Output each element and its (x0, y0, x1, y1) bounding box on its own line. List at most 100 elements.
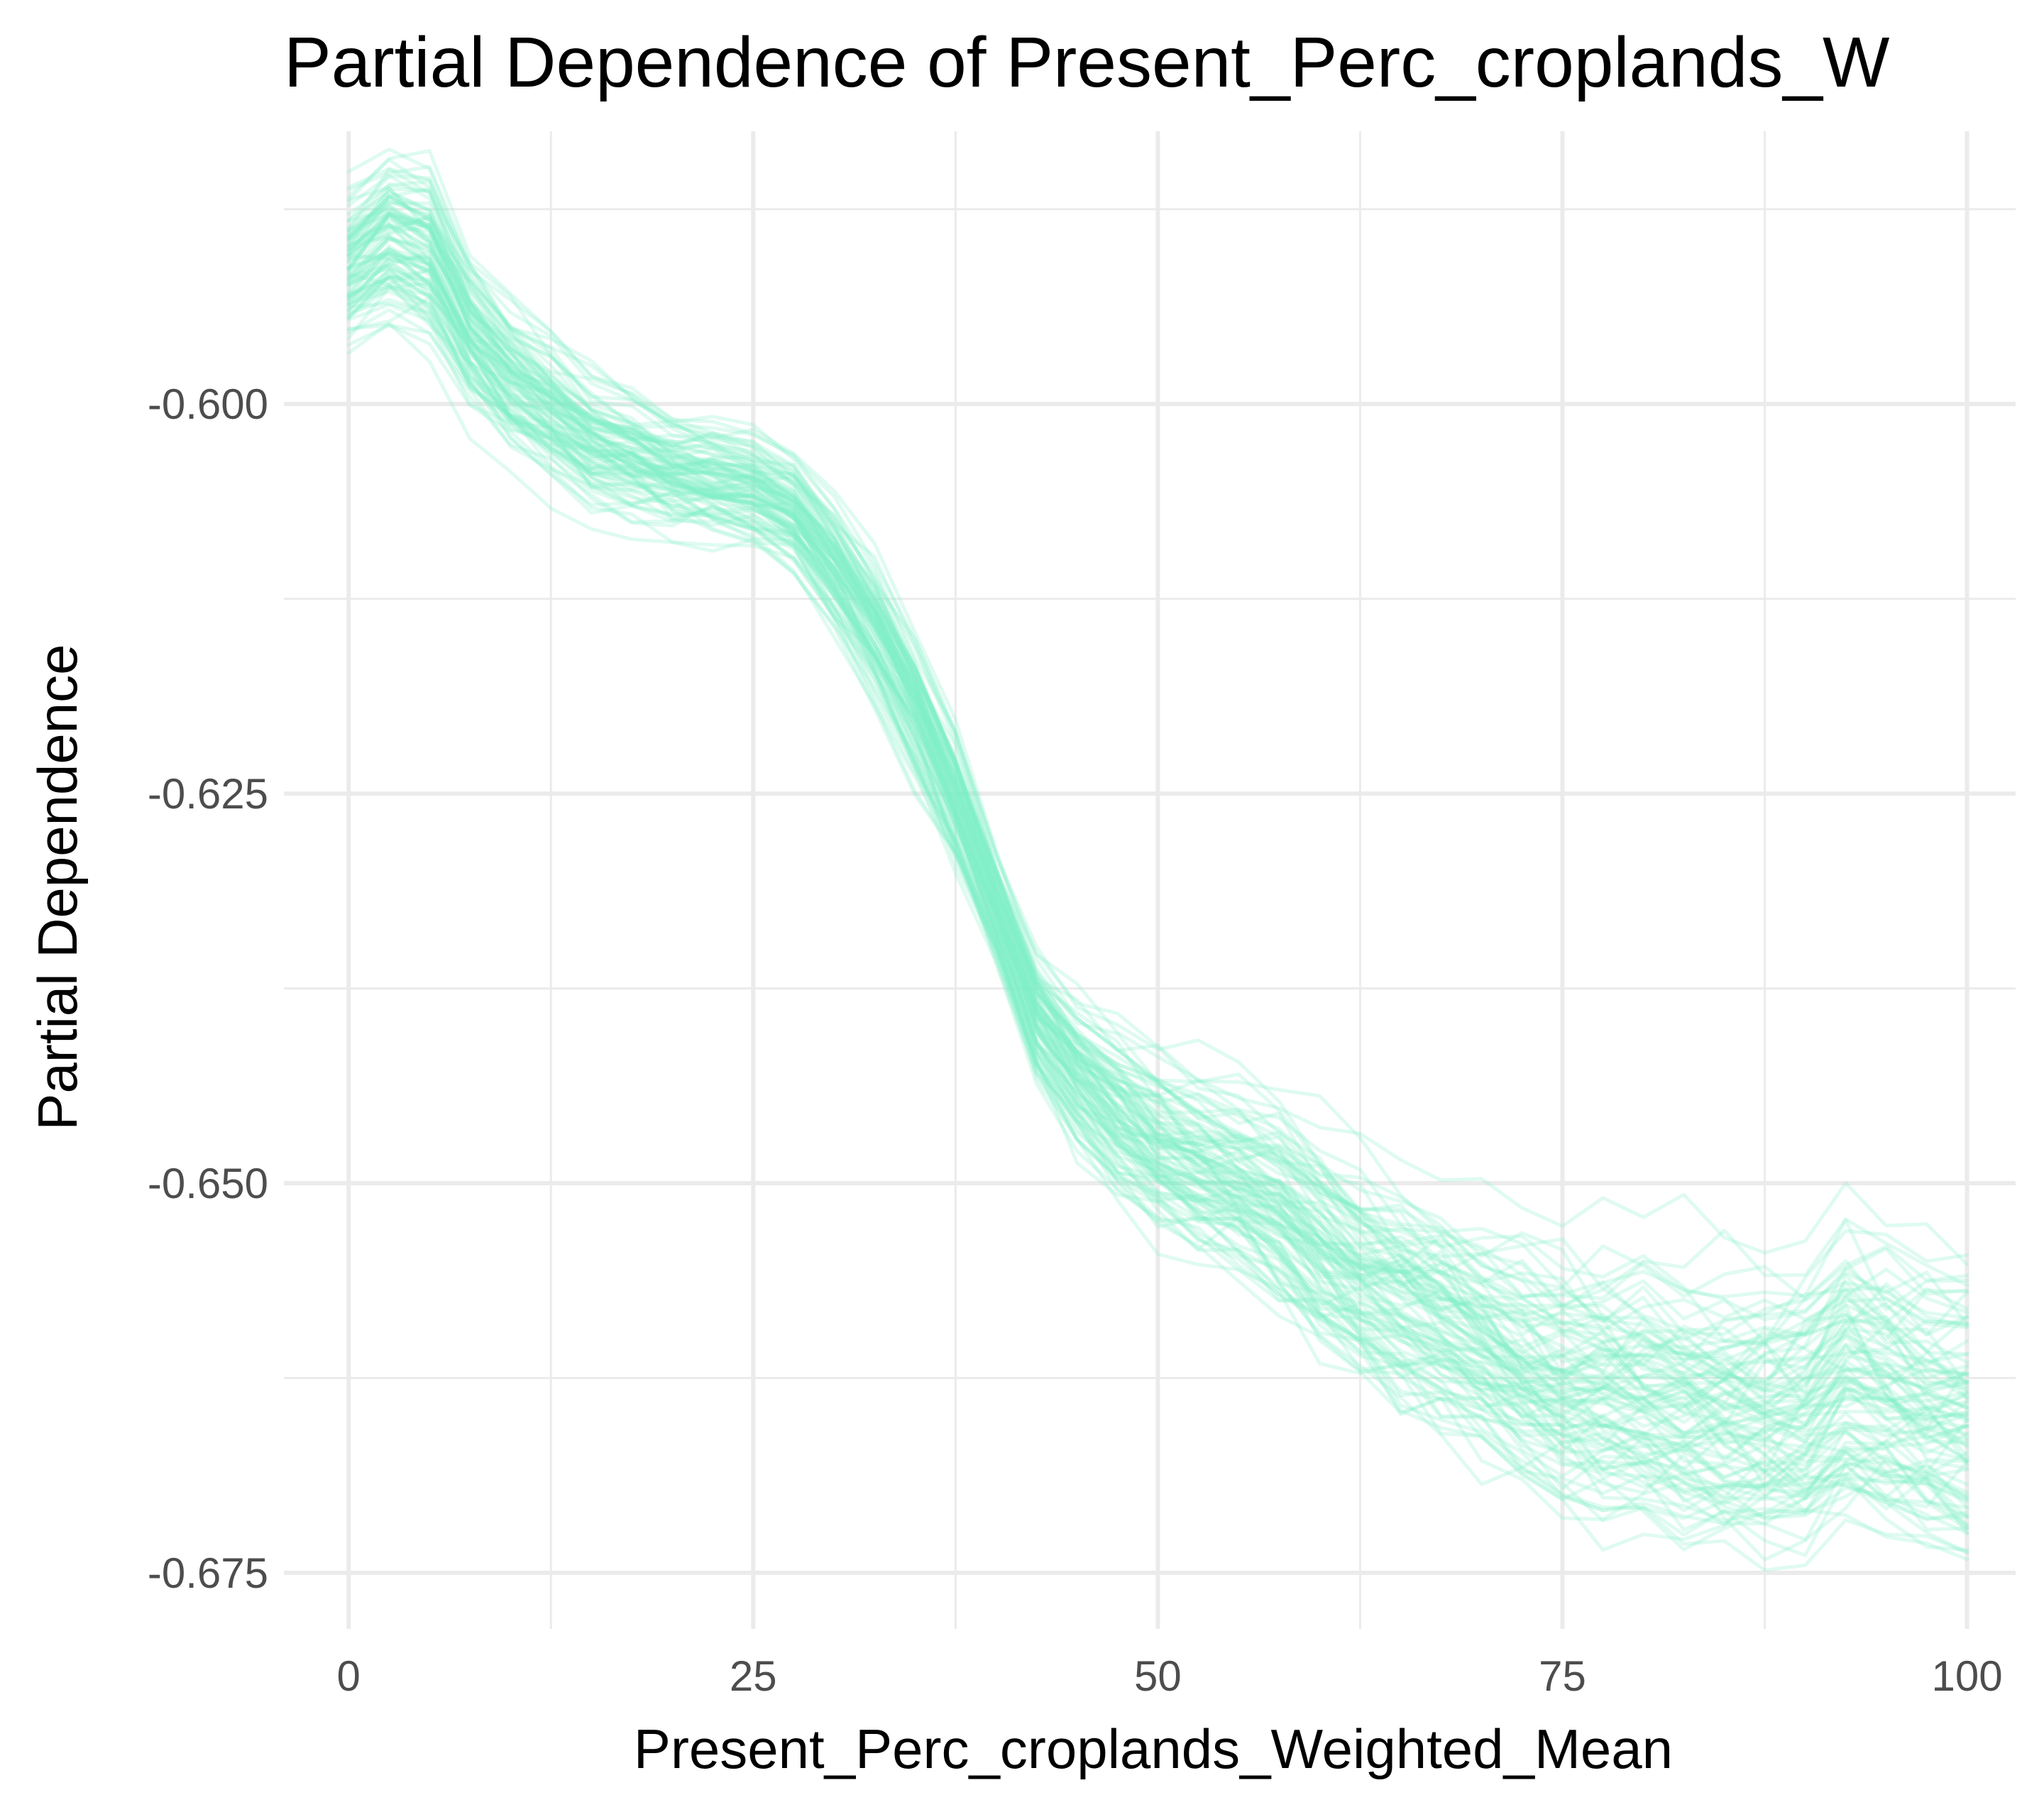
ice-curve (346, 254, 1969, 1494)
chart-title: Partial Dependence of Present_Perc_cropl… (284, 23, 1890, 102)
ice-curve (346, 302, 1969, 1531)
ice-curve (346, 323, 1969, 1542)
ice-curve (346, 187, 1969, 1364)
ice-curve (346, 158, 1969, 1307)
ice-curve (346, 222, 1969, 1376)
ice-curve (346, 274, 1969, 1510)
ice-curve (346, 194, 1969, 1364)
ice-curve (346, 251, 1969, 1471)
ice-curve (346, 284, 1969, 1527)
ice-curve (346, 204, 1969, 1383)
ice-curve (346, 212, 1969, 1422)
ice-curve (346, 203, 1969, 1393)
ice-curve (346, 274, 1969, 1535)
ice-curve (346, 212, 1969, 1472)
ice-curve (346, 194, 1969, 1475)
ice-curve (346, 267, 1969, 1456)
ice-curve (346, 210, 1969, 1463)
ice-curve (346, 268, 1969, 1480)
ice-curve (346, 257, 1969, 1463)
ice-curve (346, 290, 1969, 1537)
ice-curve (346, 308, 1969, 1552)
ice-curve (346, 236, 1969, 1462)
ice-curve (346, 272, 1969, 1478)
ice-curve (346, 295, 1969, 1518)
ice-curve (346, 223, 1969, 1412)
ice-curve (346, 275, 1969, 1519)
ice-curve (346, 215, 1969, 1336)
plot-grid (284, 131, 2016, 1629)
ice-curve (346, 262, 1969, 1488)
ice-curve (346, 247, 1969, 1487)
ice-curve (346, 219, 1969, 1424)
ice-curve (346, 275, 1969, 1502)
ice-curve (346, 208, 1969, 1432)
ice-curve (346, 223, 1969, 1446)
ice-curve (346, 268, 1969, 1506)
ice-curve (346, 253, 1969, 1436)
ice-curve (346, 194, 1969, 1440)
ice-curve (346, 167, 1969, 1343)
ice-curve (346, 285, 1969, 1495)
ice-curve (346, 237, 1969, 1405)
ice-curve (346, 246, 1969, 1433)
ice-curve (346, 174, 1969, 1342)
y-axis-tick-labels: -0.600 -0.625 -0.650 -0.675 (148, 380, 268, 1597)
x-tick-label: 25 (730, 1652, 777, 1700)
ice-curve (346, 251, 1969, 1509)
y-axis-label: Partial Dependence (26, 644, 89, 1130)
ice-curve (346, 214, 1969, 1410)
ice-curve (346, 250, 1969, 1441)
ice-curve (346, 237, 1969, 1408)
ice-curve (346, 190, 1969, 1394)
x-tick-label: 100 (1932, 1652, 2003, 1700)
ice-curve (346, 265, 1969, 1496)
y-tick-label: -0.625 (148, 770, 268, 818)
ice-curve (346, 236, 1969, 1428)
ice-curve (346, 263, 1969, 1447)
x-tick-label: 75 (1539, 1652, 1586, 1700)
ice-curve (346, 255, 1969, 1504)
ice-curve (346, 182, 1969, 1388)
x-axis-label: Present_Perc_croplands_Weighted_Mean (634, 1718, 1673, 1780)
ice-curve (346, 187, 1969, 1367)
ice-curve (346, 253, 1969, 1410)
ice-curve (346, 185, 1969, 1363)
ice-curve (346, 201, 1969, 1391)
ice-curve (346, 167, 1969, 1391)
ice-curve (346, 214, 1969, 1464)
ice-curve (346, 282, 1969, 1530)
x-tick-label: 50 (1134, 1652, 1182, 1700)
y-tick-label: -0.650 (148, 1160, 268, 1207)
ice-curve (346, 212, 1969, 1430)
ice-curve (346, 226, 1969, 1435)
x-tick-label: 0 (337, 1652, 361, 1700)
ice-curve (346, 223, 1969, 1384)
ice-curve (346, 199, 1969, 1425)
ice-curve (346, 214, 1969, 1510)
ice-curve (346, 216, 1969, 1473)
ice-curve (346, 212, 1969, 1500)
ice-curve (346, 244, 1969, 1513)
ice-curve (346, 265, 1969, 1521)
ice-curve (346, 199, 1969, 1332)
ice-curve (346, 179, 1969, 1301)
y-tick-label: -0.600 (148, 380, 268, 428)
ice-curve (346, 190, 1969, 1427)
ice-curve (346, 222, 1969, 1409)
ice-curve (346, 273, 1969, 1554)
ice-curve (346, 174, 1969, 1363)
ice-curve (346, 269, 1969, 1465)
ice-curve (346, 186, 1969, 1400)
ice-curve (346, 256, 1969, 1456)
ice-curve (346, 250, 1969, 1460)
ice-curve (346, 251, 1969, 1466)
x-axis-tick-labels: 0 25 50 75 100 (337, 1652, 2003, 1700)
ice-curve (346, 286, 1969, 1561)
ice-curves (346, 147, 1969, 1572)
ice-curve (346, 147, 1969, 1266)
ice-curve (346, 208, 1969, 1344)
ice-curve (346, 148, 1969, 1336)
ice-curve (346, 277, 1969, 1557)
